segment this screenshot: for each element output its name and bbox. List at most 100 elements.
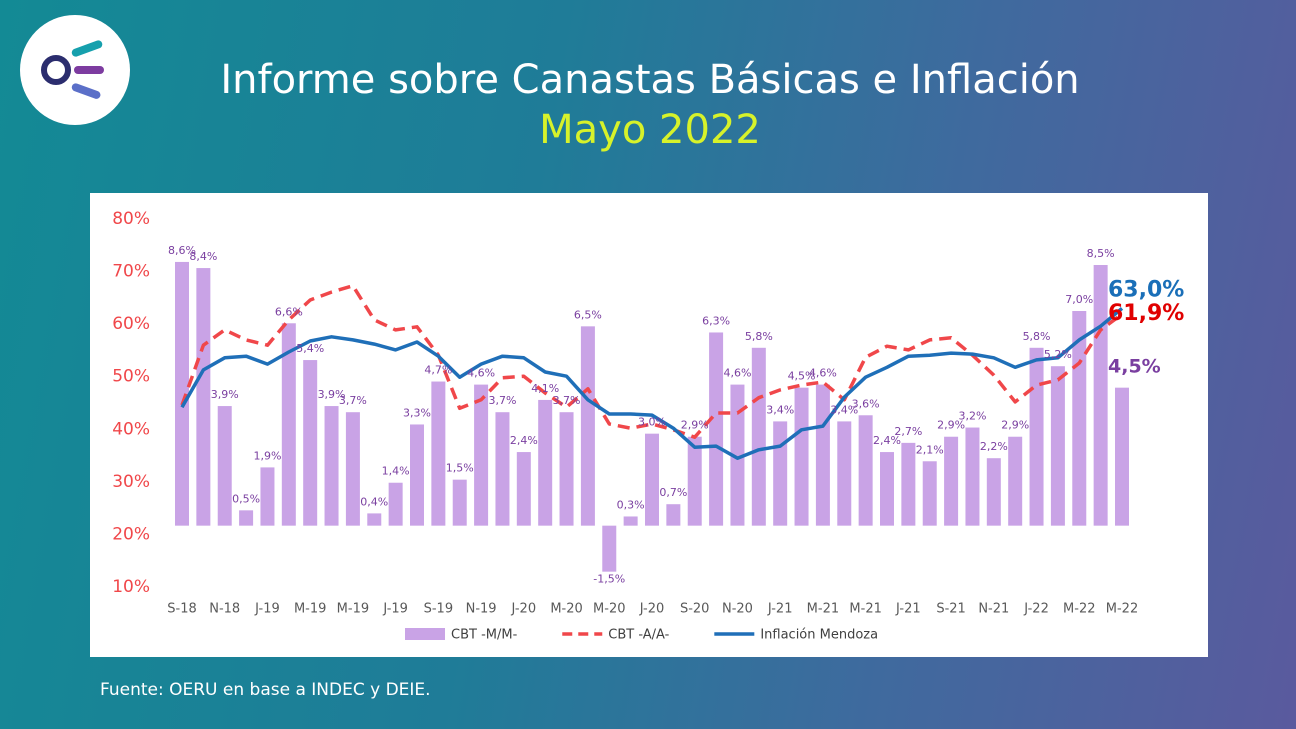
bar — [559, 412, 574, 526]
bar — [452, 479, 467, 526]
x-tick-label: J-20 — [511, 602, 537, 617]
x-tick-label: J-21 — [767, 602, 793, 617]
bar — [901, 442, 916, 526]
logo — [20, 15, 130, 125]
value-label: 4,5% — [1108, 356, 1161, 378]
x-tick-label: N-19 — [466, 602, 497, 617]
value-label: 3,7% — [553, 394, 581, 407]
bar — [281, 323, 296, 526]
value-label: 4,7% — [424, 364, 452, 377]
value-label: 6,3% — [702, 314, 730, 327]
x-tick-label: M-19 — [294, 602, 326, 617]
bar — [880, 452, 894, 526]
bar — [324, 406, 339, 526]
value-label: 8,5% — [1087, 247, 1115, 260]
value-label: 63,0% — [1108, 277, 1184, 302]
bar — [645, 433, 659, 526]
bar — [516, 452, 531, 526]
value-label: 5,2% — [1044, 348, 1072, 361]
value-label: 3,9% — [318, 388, 346, 401]
value-label: 1,4% — [382, 465, 410, 478]
value-label: -1,5% — [593, 573, 625, 586]
value-label: 8,4% — [189, 250, 217, 263]
value-label: 8,6% — [168, 244, 196, 257]
y-tick-label: 60% — [112, 314, 150, 334]
bar — [858, 415, 873, 526]
bar — [773, 421, 788, 526]
value-label: 6,5% — [574, 308, 602, 321]
value-label: 0,4% — [360, 495, 388, 508]
line — [180, 307, 1124, 460]
bar — [1115, 387, 1129, 526]
value-label: 2,4% — [873, 434, 901, 447]
bar — [986, 458, 1001, 526]
value-label: 2,4% — [510, 434, 538, 447]
x-tick-label: M-21 — [807, 602, 839, 617]
legend-swatch — [405, 628, 445, 640]
bar — [495, 412, 510, 526]
x-tick-label: S-20 — [680, 602, 710, 617]
y-tick-label: 70% — [112, 262, 150, 282]
bar — [922, 461, 937, 526]
x-tick-label: N-21 — [978, 602, 1009, 617]
x-tick-label: M-22 — [1063, 602, 1095, 617]
bar — [602, 525, 617, 572]
value-label: 1,9% — [253, 449, 281, 462]
bar — [1029, 347, 1044, 526]
x-tick-label: J-19 — [254, 602, 280, 617]
bar — [175, 261, 189, 526]
x-tick-label: M-19 — [337, 602, 369, 617]
x-tick-label: S-21 — [936, 602, 966, 617]
line — [180, 284, 1124, 439]
y-tick-label: 40% — [112, 419, 150, 439]
x-tick-label: M-20 — [593, 602, 625, 617]
value-label: 3,7% — [339, 394, 367, 407]
value-label: 0,7% — [659, 486, 687, 499]
y-tick-label: 20% — [112, 524, 150, 544]
value-label: 4,5% — [788, 370, 816, 383]
value-label: 0,5% — [232, 492, 260, 505]
chart-panel — [90, 193, 1208, 657]
y-tick-label: 10% — [112, 577, 150, 597]
x-tick-label: M-21 — [849, 602, 881, 617]
bar — [217, 406, 232, 526]
value-label: 4,6% — [809, 367, 837, 380]
x-tick-label: J-22 — [1023, 602, 1049, 617]
bar — [623, 516, 638, 526]
x-tick-label: J-20 — [639, 602, 665, 617]
x-tick-label: S-18 — [167, 602, 197, 617]
x-tick-label: J-19 — [382, 602, 408, 617]
bar — [1008, 436, 1023, 526]
value-label: 2,9% — [681, 419, 709, 432]
bar — [367, 513, 382, 526]
value-label: 3,9% — [211, 388, 239, 401]
bar — [666, 504, 681, 526]
bar — [709, 332, 724, 526]
bar — [1050, 366, 1065, 526]
value-label: 3,6% — [852, 397, 880, 410]
value-label: 2,9% — [1001, 419, 1029, 432]
value-label: 5,8% — [745, 330, 773, 343]
value-label: 3,2% — [958, 410, 986, 423]
value-label: 3,0% — [638, 416, 666, 429]
bar — [260, 467, 275, 526]
y-tick-label: 50% — [112, 367, 150, 387]
bar — [944, 436, 959, 526]
bar — [303, 360, 318, 526]
legend-label: CBT -A/A- — [608, 628, 669, 643]
subtitle: Mayo 2022 — [539, 107, 761, 153]
value-label: 61,9% — [1108, 301, 1184, 326]
x-tick-label: S-19 — [424, 602, 454, 617]
value-label: 6,6% — [275, 305, 303, 318]
bar — [196, 268, 211, 526]
x-tick-label: N-18 — [209, 602, 240, 617]
legend-label: Inflación Mendoza — [760, 628, 878, 643]
value-label: 3,4% — [766, 403, 794, 416]
y-tick-label: 30% — [112, 472, 150, 492]
value-label: 4,6% — [723, 367, 751, 380]
value-label: 2,7% — [894, 425, 922, 438]
value-label: 2,2% — [980, 440, 1008, 453]
bar — [345, 412, 360, 526]
